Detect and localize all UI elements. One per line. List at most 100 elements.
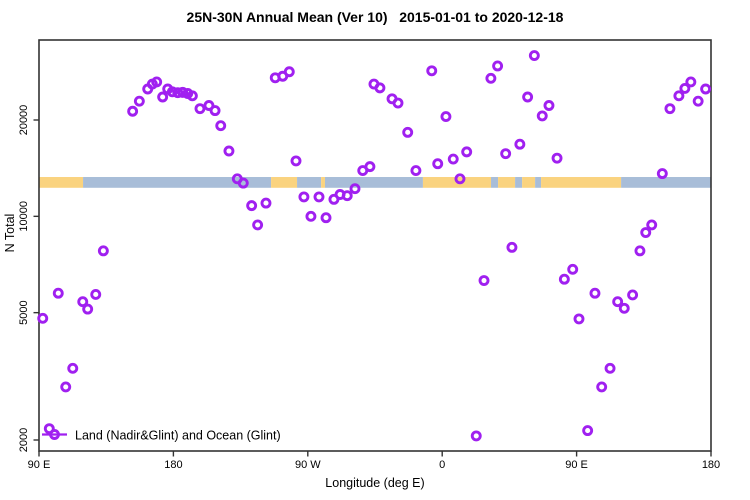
data-point bbox=[166, 86, 178, 98]
x-axis-tick-label: 90 E bbox=[565, 459, 588, 471]
x-axis-tick-label: 0 bbox=[439, 459, 445, 471]
data-point bbox=[237, 177, 249, 189]
data-point bbox=[447, 153, 459, 165]
data-point bbox=[215, 120, 227, 132]
data-point bbox=[82, 303, 94, 315]
data-point bbox=[186, 90, 198, 102]
data-point bbox=[596, 381, 608, 393]
data-point bbox=[514, 138, 526, 150]
map-band-land-segment bbox=[271, 177, 298, 188]
data-point bbox=[223, 145, 235, 157]
data-point bbox=[43, 423, 55, 435]
data-point bbox=[374, 82, 386, 94]
data-point bbox=[551, 152, 563, 164]
data-point bbox=[618, 302, 630, 314]
data-point bbox=[402, 126, 414, 138]
map-band-ocean-segment bbox=[491, 177, 499, 188]
data-point bbox=[634, 245, 646, 257]
data-point bbox=[52, 287, 64, 299]
data-point bbox=[60, 381, 72, 393]
data-point bbox=[151, 76, 163, 88]
data-point bbox=[646, 219, 658, 231]
data-point bbox=[209, 105, 221, 117]
legend-point-marker bbox=[49, 429, 60, 440]
map-band-ocean-segment bbox=[324, 177, 423, 188]
x-axis-tick-label: 90 E bbox=[28, 459, 51, 471]
data-point bbox=[341, 190, 353, 202]
data-point bbox=[305, 210, 317, 222]
legend-label: Land (Nadir&Glint) and Ocean (Glint) bbox=[75, 428, 281, 443]
map-band-ocean-segment bbox=[621, 177, 711, 188]
data-point bbox=[604, 362, 616, 374]
data-point bbox=[172, 87, 184, 99]
data-point bbox=[67, 362, 79, 374]
data-point bbox=[567, 263, 579, 275]
map-band-ocean-segment bbox=[515, 177, 523, 188]
data-point bbox=[478, 275, 490, 286]
map-band-land-segment bbox=[321, 177, 325, 188]
data-point bbox=[543, 100, 555, 111]
data-point bbox=[485, 72, 497, 84]
data-point bbox=[246, 200, 258, 212]
y-axis-tick-label: 2000 bbox=[18, 428, 30, 452]
y-axis-label: N Total bbox=[3, 213, 17, 253]
data-point bbox=[679, 82, 691, 94]
data-point bbox=[685, 76, 697, 88]
data-point bbox=[298, 191, 310, 203]
y-axis-tick-label: 20000 bbox=[18, 105, 30, 136]
data-point bbox=[500, 148, 512, 160]
data-point bbox=[640, 227, 652, 238]
data-point bbox=[664, 103, 676, 115]
data-point bbox=[177, 86, 189, 98]
data-point bbox=[440, 111, 452, 123]
data-point bbox=[506, 241, 518, 253]
data-point bbox=[692, 95, 704, 107]
data-point bbox=[37, 312, 49, 324]
data-point bbox=[627, 289, 639, 301]
data-point bbox=[252, 219, 264, 231]
map-band-land-segment bbox=[522, 177, 536, 188]
data-point bbox=[573, 313, 585, 325]
map-band-land-segment bbox=[541, 177, 622, 188]
data-point bbox=[320, 212, 332, 224]
data-point bbox=[194, 103, 206, 115]
data-point bbox=[522, 91, 534, 103]
data-point bbox=[426, 65, 438, 77]
data-point bbox=[157, 91, 169, 103]
data-point bbox=[283, 66, 295, 78]
data-point bbox=[364, 161, 376, 173]
data-point bbox=[656, 168, 668, 180]
map-band-ocean-segment bbox=[297, 177, 322, 188]
data-point bbox=[97, 245, 109, 257]
x-axis-tick-label: 180 bbox=[164, 459, 182, 471]
data-point bbox=[461, 146, 473, 158]
data-point bbox=[127, 105, 139, 117]
map-band-land-segment bbox=[498, 177, 516, 188]
data-point bbox=[558, 273, 570, 285]
data-point bbox=[589, 287, 601, 299]
data-point bbox=[290, 155, 302, 167]
data-point bbox=[77, 296, 89, 308]
data-point bbox=[203, 100, 215, 111]
plot-border bbox=[38, 39, 712, 452]
data-point bbox=[582, 425, 594, 437]
data-point bbox=[410, 165, 422, 177]
data-point bbox=[392, 97, 404, 109]
map-band-ocean-segment bbox=[83, 177, 272, 188]
data-point bbox=[528, 50, 540, 62]
map-band-land-segment bbox=[39, 177, 84, 188]
data-point bbox=[313, 191, 325, 203]
x-axis-tick-label: 180 bbox=[702, 459, 720, 471]
x-axis-label: Longitude (deg E) bbox=[325, 476, 425, 490]
x-axis-tick-label: 90 W bbox=[295, 459, 321, 471]
y-axis-tick-label: 10000 bbox=[18, 201, 30, 232]
data-point bbox=[349, 183, 361, 195]
y-axis-tick-label: 5000 bbox=[18, 300, 30, 324]
data-point bbox=[700, 83, 712, 95]
data-point bbox=[492, 60, 504, 72]
chart-title: 25N-30N Annual Mean (Ver 10) 2015-01-01 … bbox=[186, 9, 564, 25]
data-point bbox=[454, 173, 466, 185]
data-point bbox=[133, 95, 145, 107]
